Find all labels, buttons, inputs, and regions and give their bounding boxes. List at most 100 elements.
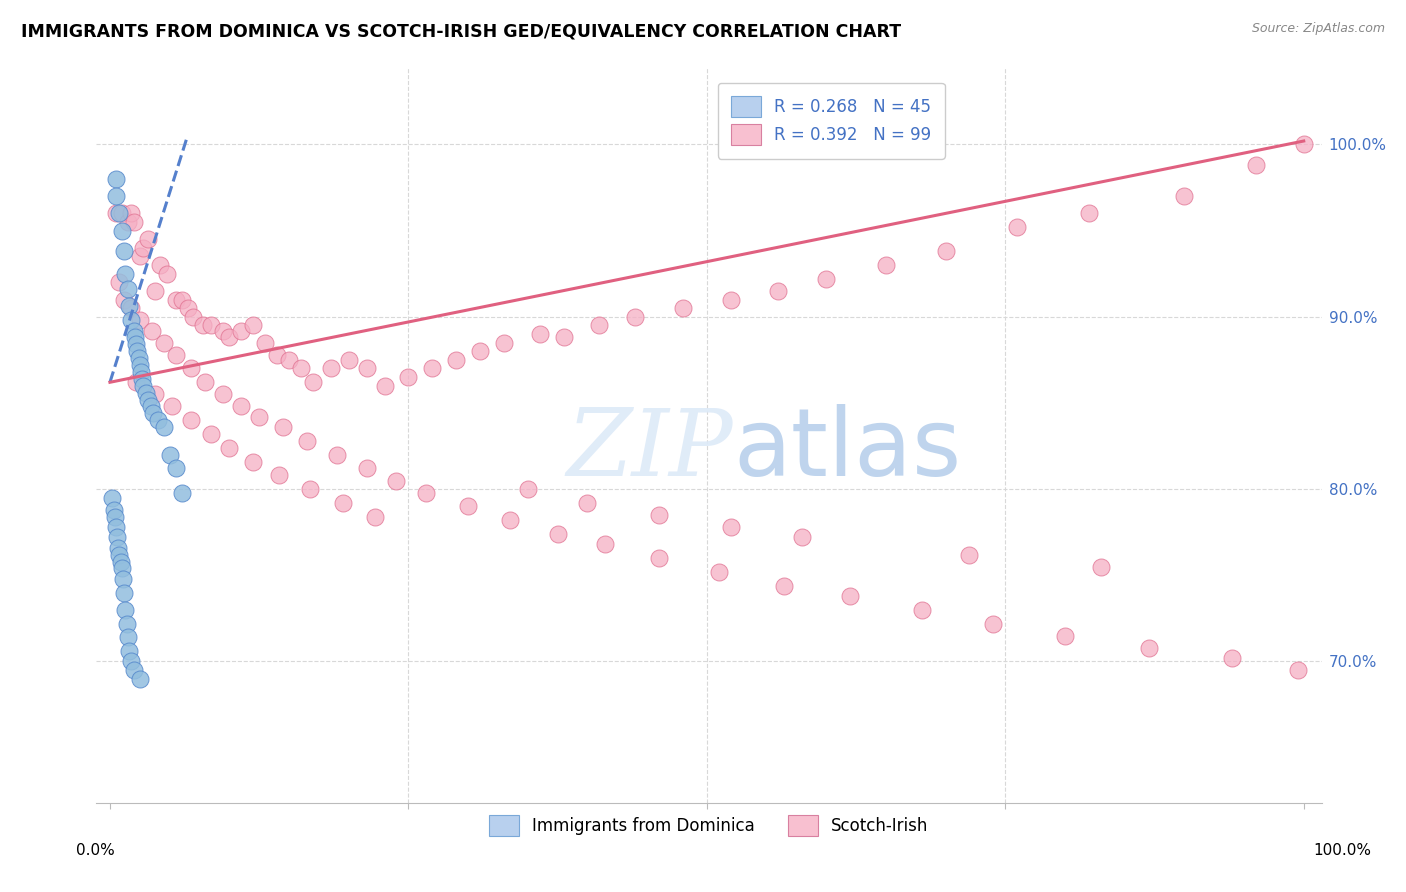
Point [326,448,349,462]
Text: Source: ZipAtlas.com: Source: ZipAtlas.com [1251,22,1385,36]
Point [122,663,145,677]
Point [108,276,131,290]
Point [159,448,181,462]
Point [170,293,193,307]
Point [1005,220,1028,235]
Point [170,485,193,500]
Point [120,301,142,315]
Point [132,241,155,255]
Point [120,655,142,669]
Point [768,284,790,298]
Point [231,324,253,338]
Point [242,454,264,468]
Point [128,313,150,327]
Point [127,344,149,359]
Point [112,293,135,307]
Point [111,561,134,575]
Point [815,272,838,286]
Point [128,351,150,366]
Point [180,413,202,427]
Point [142,406,165,420]
Point [1077,206,1099,220]
Point [1220,651,1243,665]
Point [332,496,354,510]
Point [1244,158,1267,172]
Point [104,509,127,524]
Point [200,318,222,333]
Point [128,358,150,372]
Text: atlas: atlas [733,403,962,496]
Point [180,361,202,376]
Point [141,324,163,338]
Point [364,509,387,524]
Point [122,215,145,229]
Point [529,326,551,341]
Point [136,392,159,407]
Point [128,672,150,686]
Point [125,376,148,390]
Point [146,413,169,427]
Point [111,224,134,238]
Point [588,318,610,333]
Point [104,189,127,203]
Point [117,631,139,645]
Point [1053,629,1076,643]
Point [103,503,125,517]
Point [135,385,157,400]
Point [595,537,617,551]
Point [773,579,796,593]
Point [576,496,599,510]
Point [492,335,515,350]
Point [152,335,174,350]
Point [165,348,187,362]
Point [299,482,322,496]
Text: IMMIGRANTS FROM DOMINICA VS SCOTCH-IRISH GED/EQUIVALENCY CORRELATION CHART: IMMIGRANTS FROM DOMINICA VS SCOTCH-IRISH… [21,22,901,40]
Point [131,372,153,386]
Point [191,318,214,333]
Point [624,310,647,324]
Point [115,616,138,631]
Point [266,348,288,362]
Point [319,361,342,376]
Point [104,520,127,534]
Point [356,361,378,376]
Text: 0.0%: 0.0% [76,843,115,858]
Point [959,548,981,562]
Point [218,330,240,344]
Text: 100.0%: 100.0% [1313,843,1372,858]
Point [108,206,131,220]
Point [124,330,146,344]
Point [269,468,291,483]
Point [415,485,437,500]
Point [302,376,325,390]
Point [983,616,1005,631]
Point [114,603,136,617]
Point [231,400,253,414]
Point [373,378,395,392]
Point [212,324,235,338]
Point [516,482,538,496]
Point [128,250,150,264]
Point [152,420,174,434]
Point [278,352,301,367]
Point [875,258,897,272]
Point [200,427,222,442]
Point [194,376,217,390]
Point [242,318,264,333]
Point [1173,189,1195,203]
Point [720,293,742,307]
Point [271,420,294,434]
Point [112,572,135,586]
Point [290,361,312,376]
Point [1286,663,1309,677]
Point [356,461,378,475]
Point [254,335,277,350]
Point [122,324,145,338]
Point [553,330,575,344]
Point [1137,640,1160,655]
Point [672,301,695,315]
Point [707,565,730,579]
Legend: Immigrants from Dominica, Scotch-Irish: Immigrants from Dominica, Scotch-Irish [475,802,942,850]
Point [792,530,814,544]
Point [648,551,671,566]
